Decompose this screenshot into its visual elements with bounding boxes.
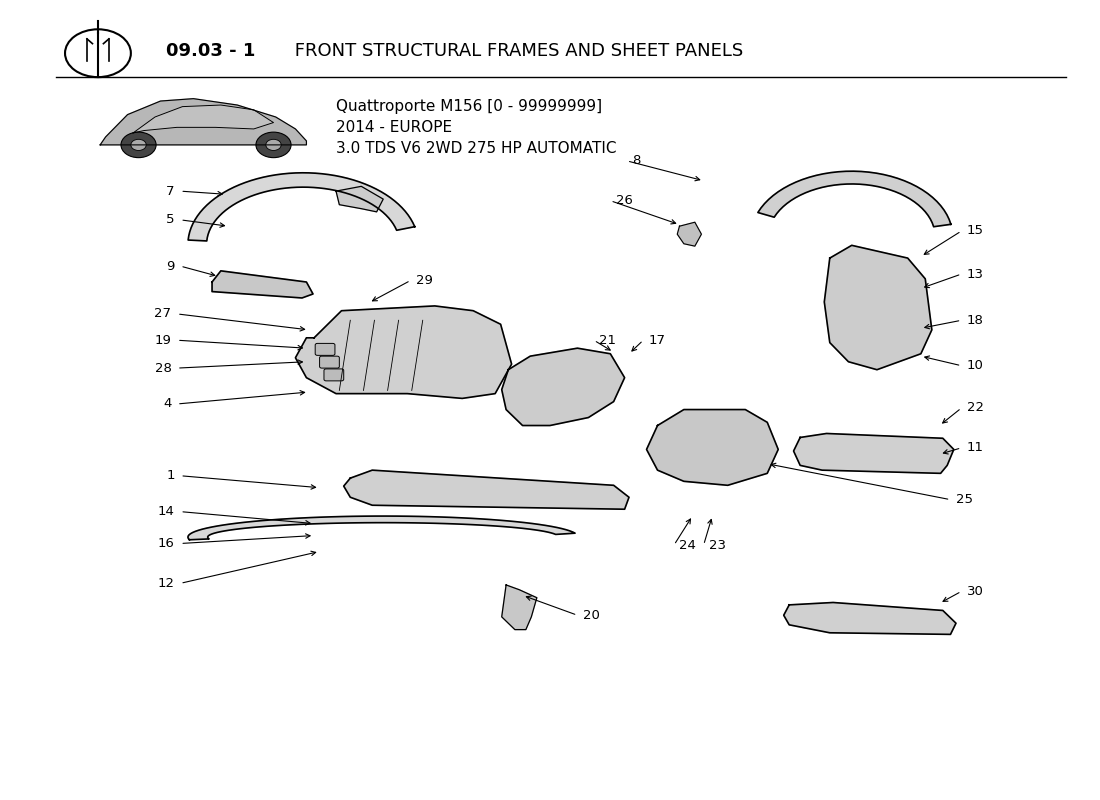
Polygon shape [100, 98, 307, 145]
Text: 17: 17 [649, 334, 666, 346]
Text: 26: 26 [616, 194, 632, 207]
Text: 18: 18 [967, 314, 983, 326]
Polygon shape [343, 470, 629, 510]
Text: 29: 29 [416, 274, 433, 287]
Text: 16: 16 [158, 537, 175, 550]
Text: 21: 21 [600, 334, 616, 346]
Polygon shape [502, 585, 537, 630]
Text: 11: 11 [967, 442, 983, 454]
Polygon shape [296, 306, 512, 398]
Text: 14: 14 [158, 505, 175, 518]
Text: 23: 23 [710, 538, 726, 551]
Circle shape [256, 132, 292, 158]
Text: 7: 7 [166, 185, 175, 198]
Polygon shape [783, 602, 956, 634]
FancyBboxPatch shape [316, 343, 334, 355]
Text: 30: 30 [967, 585, 983, 598]
Polygon shape [678, 222, 702, 246]
Circle shape [266, 139, 282, 150]
Text: 24: 24 [680, 538, 696, 551]
Polygon shape [188, 516, 575, 540]
Text: 22: 22 [967, 402, 983, 414]
Text: 13: 13 [967, 267, 983, 281]
Text: 9: 9 [166, 259, 175, 273]
Polygon shape [336, 186, 383, 212]
Text: 09.03 - 1: 09.03 - 1 [166, 42, 255, 60]
Text: 3.0 TDS V6 2WD 275 HP AUTOMATIC: 3.0 TDS V6 2WD 275 HP AUTOMATIC [336, 141, 616, 156]
Text: 2014 - EUROPE: 2014 - EUROPE [336, 120, 452, 135]
Text: 4: 4 [163, 398, 172, 410]
Polygon shape [793, 434, 954, 474]
Text: 1: 1 [166, 470, 175, 482]
Polygon shape [502, 348, 625, 426]
FancyBboxPatch shape [324, 369, 343, 381]
Circle shape [121, 132, 156, 158]
Text: 27: 27 [154, 307, 172, 321]
Polygon shape [647, 410, 778, 486]
FancyBboxPatch shape [320, 356, 339, 368]
Text: 12: 12 [157, 577, 175, 590]
Circle shape [131, 139, 146, 150]
Polygon shape [758, 171, 950, 226]
Polygon shape [133, 105, 274, 133]
Text: 5: 5 [166, 214, 175, 226]
Text: 20: 20 [583, 609, 600, 622]
Polygon shape [188, 173, 415, 241]
Text: 10: 10 [967, 359, 983, 372]
Text: FRONT STRUCTURAL FRAMES AND SHEET PANELS: FRONT STRUCTURAL FRAMES AND SHEET PANELS [289, 42, 744, 60]
Text: 15: 15 [967, 225, 983, 238]
Text: 19: 19 [155, 334, 172, 346]
Polygon shape [212, 271, 314, 298]
Text: Quattroporte M156 [0 - 99999999]: Quattroporte M156 [0 - 99999999] [336, 99, 602, 114]
Polygon shape [824, 246, 932, 370]
Text: 8: 8 [632, 154, 640, 167]
Text: 28: 28 [155, 362, 172, 374]
Text: 25: 25 [956, 493, 974, 506]
